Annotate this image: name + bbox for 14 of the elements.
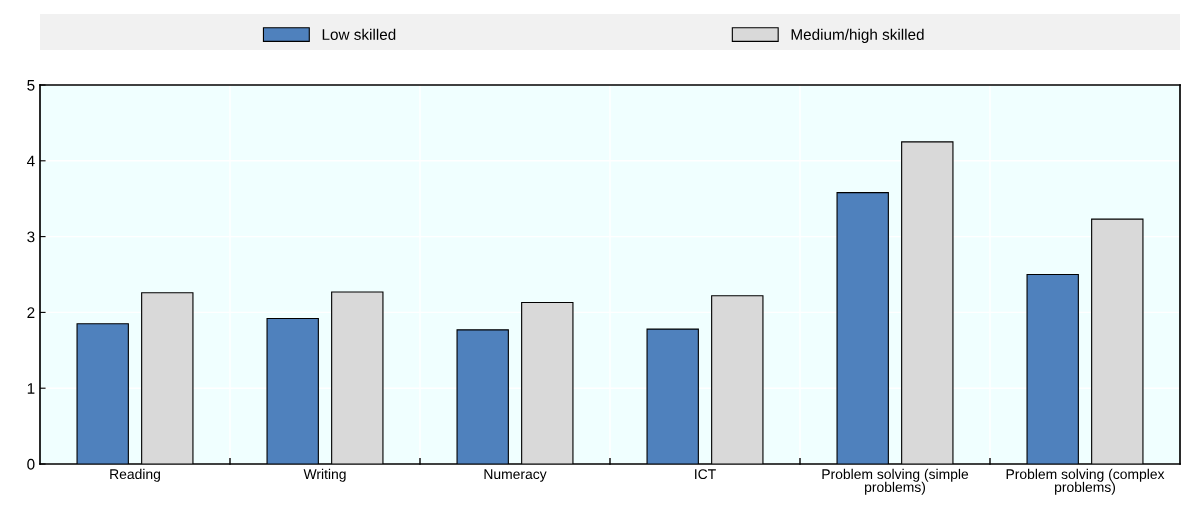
legend-label: Low skilled [322,28,396,40]
y-tick-label: 0 [27,458,35,470]
y-tick-label: 3 [27,231,35,243]
x-tick-label: Problem solving (complex problems) [1006,468,1165,495]
x-tick-label: Writing [303,468,346,482]
y-tick-label: 4 [26,155,35,167]
x-tick-label: ICT [695,469,716,480]
x-tick-label: Numeracy [484,469,547,482]
y-tick-label: 1 [27,383,35,394]
y-tick-label: 5 [27,80,35,91]
legend-label: Medium/high skilled [791,28,924,43]
x-tick-label: Reading [110,468,160,482]
x-tick-label: Problem solving (simple problems) [822,468,969,495]
y-tick-label: 2 [27,307,35,318]
